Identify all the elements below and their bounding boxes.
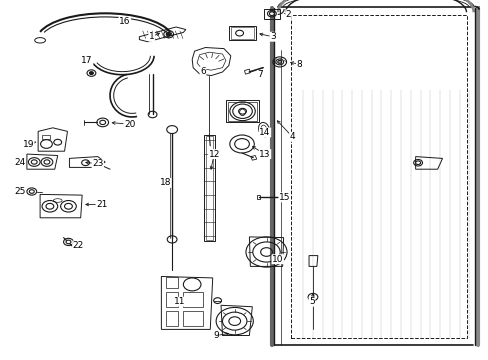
Bar	[206, 136, 213, 240]
Circle shape	[89, 72, 93, 75]
Text: 11: 11	[174, 297, 185, 306]
Circle shape	[31, 160, 37, 164]
Text: 2: 2	[285, 10, 291, 19]
Text: 19: 19	[22, 140, 34, 149]
Bar	[166, 311, 178, 326]
Text: 10: 10	[271, 255, 283, 264]
Text: 1: 1	[148, 32, 154, 41]
Bar	[264, 9, 279, 19]
Bar	[183, 292, 203, 307]
Bar	[166, 292, 178, 307]
Text: 13: 13	[259, 150, 270, 159]
Circle shape	[166, 32, 171, 36]
Bar	[227, 102, 257, 121]
Circle shape	[269, 12, 274, 15]
Bar	[225, 100, 259, 122]
Bar	[290, 15, 466, 338]
Text: 6: 6	[200, 67, 205, 76]
Circle shape	[29, 190, 34, 193]
Text: 16: 16	[119, 17, 130, 26]
Text: 8: 8	[296, 60, 302, 69]
Text: 21: 21	[96, 200, 107, 209]
Text: 12: 12	[208, 150, 220, 159]
Circle shape	[44, 160, 50, 164]
Bar	[204, 135, 215, 241]
Text: 9: 9	[213, 331, 219, 340]
Text: 20: 20	[123, 120, 135, 129]
Bar	[183, 311, 203, 326]
Text: 3: 3	[269, 32, 275, 41]
Circle shape	[66, 240, 71, 244]
Bar	[41, 135, 50, 139]
Text: 24: 24	[14, 158, 25, 167]
Circle shape	[100, 120, 105, 125]
Circle shape	[64, 203, 72, 209]
Text: 23: 23	[92, 159, 103, 168]
Text: 18: 18	[159, 179, 171, 188]
Bar	[228, 26, 255, 40]
Text: 22: 22	[72, 241, 84, 250]
Text: 17: 17	[81, 56, 93, 65]
Circle shape	[415, 161, 420, 165]
Text: 14: 14	[259, 128, 270, 137]
Bar	[166, 277, 178, 288]
Text: 7: 7	[257, 71, 263, 80]
Text: 15: 15	[278, 193, 290, 202]
Text: 25: 25	[14, 187, 25, 196]
Text: 5: 5	[308, 297, 314, 306]
Bar	[230, 27, 254, 39]
Circle shape	[277, 60, 281, 63]
Circle shape	[46, 203, 54, 209]
Text: 4: 4	[289, 132, 295, 141]
